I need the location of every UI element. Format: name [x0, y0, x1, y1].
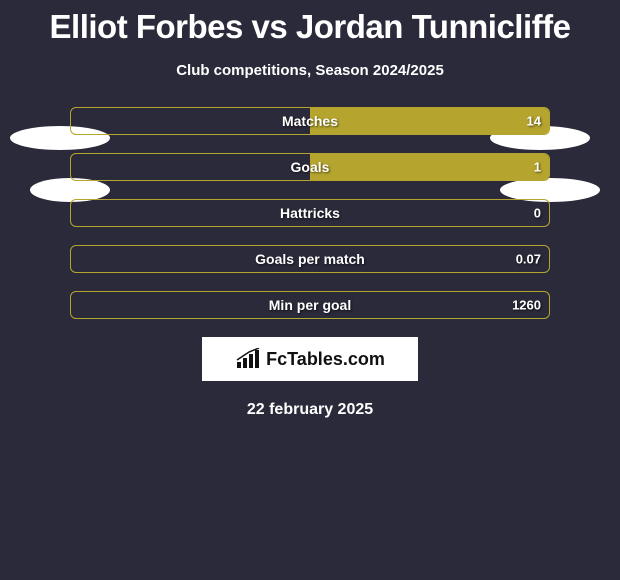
stat-fill-right	[310, 154, 549, 180]
stats-container: Matches 14 Goals 1 Hattricks 0 Goals per match…	[70, 107, 550, 319]
stat-label: Matches	[282, 113, 338, 129]
stat-label: Goals	[291, 159, 330, 175]
stat-value-right: 0	[534, 206, 541, 221]
footer-date: 22 february 2025	[0, 401, 620, 419]
stat-row: Min per goal 1260	[70, 291, 550, 319]
brand-badge: FcTables.com	[202, 337, 418, 381]
page-title: Elliot Forbes vs Jordan Tunnicliffe	[0, 0, 620, 46]
stat-label: Hattricks	[280, 205, 340, 221]
stat-value-right: 14	[527, 114, 541, 129]
stat-row: Goals per match 0.07	[70, 245, 550, 273]
brand-text: FcTables.com	[266, 349, 385, 370]
stat-value-right: 1	[534, 160, 541, 175]
stat-value-right: 1260	[512, 298, 541, 313]
stat-fill-right	[310, 108, 549, 134]
bar-chart-icon	[235, 348, 261, 370]
stat-row: Hattricks 0	[70, 199, 550, 227]
stat-value-right: 0.07	[516, 252, 541, 267]
page-subtitle: Club competitions, Season 2024/2025	[0, 62, 620, 79]
stat-row: Goals 1	[70, 153, 550, 181]
stat-label: Goals per match	[255, 251, 365, 267]
stat-label: Min per goal	[269, 297, 351, 313]
stat-row: Matches 14	[70, 107, 550, 135]
